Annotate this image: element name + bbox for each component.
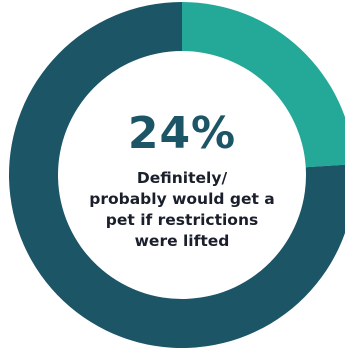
caption-line-2: probably would get a: [89, 190, 275, 208]
caption-line-4: were lifted: [134, 232, 230, 250]
donut-slice-1: [9, 2, 345, 348]
caption-line-3: pet if restrictions: [105, 211, 259, 229]
donut-slice-0: [182, 2, 345, 168]
highlight-caption: Definitely/ probably would get a pet if …: [62, 168, 302, 252]
caption-line-1: Definitely/: [136, 169, 228, 187]
highlight-percent: 24%: [127, 108, 237, 159]
donut-center-label: 24% Definitely/ probably would get a pet…: [62, 108, 302, 252]
